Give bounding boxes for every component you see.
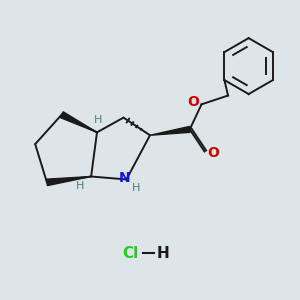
Polygon shape (60, 112, 97, 132)
Polygon shape (46, 176, 91, 186)
Text: H: H (94, 115, 103, 125)
Text: H: H (157, 246, 169, 261)
Text: O: O (207, 146, 219, 160)
Text: O: O (187, 95, 199, 109)
Text: N: N (119, 171, 131, 185)
Text: Cl: Cl (123, 246, 139, 261)
Text: H: H (76, 181, 84, 191)
Polygon shape (150, 127, 190, 135)
Text: H: H (132, 183, 140, 193)
